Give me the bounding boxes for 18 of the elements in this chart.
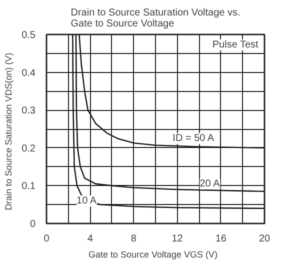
y-tick-label: 0.1 <box>22 181 36 192</box>
x-tick-label: 16 <box>215 234 227 244</box>
x-axis-title: Gate to Source Voltage VGS (V) <box>88 250 218 260</box>
y-tick-label: 0.3 <box>22 106 36 117</box>
x-tick-label: 20 <box>258 234 270 244</box>
y-tick-label: 0.2 <box>22 143 36 154</box>
y-tick-label: 0.4 <box>22 68 36 79</box>
x-tick-label: 4 <box>87 234 94 244</box>
annotation: ID = 50 A <box>172 133 214 144</box>
annotation: 20 A <box>200 178 220 190</box>
chart-title: Drain to Source Saturation Voltage vs. Gate to Source Voltage <box>70 8 240 30</box>
y-tick-label: 0 <box>30 219 36 230</box>
annotation: Pulse Test <box>212 40 259 50</box>
x-tick-label: 12 <box>172 234 184 244</box>
y-axis-title: Drain to Source Saturation VDS(on) (V) <box>4 52 14 210</box>
x-tick-label: 8 <box>130 234 137 244</box>
x-tick-label: 0 <box>44 234 50 244</box>
y-tick-label: 0.5 <box>22 30 36 41</box>
